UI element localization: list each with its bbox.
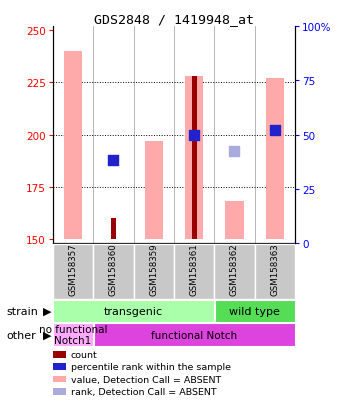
Text: ▶: ▶: [43, 330, 51, 340]
Text: value, Detection Call = ABSENT: value, Detection Call = ABSENT: [71, 375, 221, 384]
Bar: [192, 77, 196, 240]
Bar: [225, 202, 243, 240]
Bar: [185, 77, 203, 240]
Text: rank, Detection Call = ABSENT: rank, Detection Call = ABSENT: [71, 387, 217, 396]
Title: GDS2848 / 1419948_at: GDS2848 / 1419948_at: [94, 13, 254, 26]
Bar: [111, 218, 116, 240]
Bar: [134, 245, 174, 299]
Text: GSM158359: GSM158359: [149, 242, 158, 295]
Text: transgenic: transgenic: [104, 306, 163, 316]
Bar: [93, 245, 134, 299]
Bar: [94, 324, 295, 346]
Text: GSM158360: GSM158360: [109, 242, 118, 295]
Text: percentile rank within the sample: percentile rank within the sample: [71, 362, 231, 371]
Bar: [53, 324, 93, 346]
Point: [232, 149, 237, 155]
Bar: [53, 300, 214, 322]
Text: other: other: [7, 330, 36, 340]
Bar: [266, 79, 284, 240]
Text: no functional
Notch1: no functional Notch1: [39, 324, 107, 346]
Point: [110, 157, 116, 164]
Text: GSM158361: GSM158361: [190, 242, 198, 295]
Bar: [53, 245, 93, 299]
Text: ▶: ▶: [43, 306, 51, 316]
Bar: [215, 300, 295, 322]
Bar: [255, 245, 295, 299]
Text: wild type: wild type: [229, 306, 280, 316]
Point: [191, 132, 197, 139]
Point: [272, 128, 278, 134]
Bar: [64, 52, 82, 240]
Text: GSM158363: GSM158363: [270, 242, 279, 295]
Text: GSM158362: GSM158362: [230, 242, 239, 295]
Text: functional Notch: functional Notch: [151, 330, 237, 340]
Text: strain: strain: [7, 306, 39, 316]
Text: GSM158357: GSM158357: [69, 242, 77, 295]
Bar: [174, 245, 214, 299]
Bar: [214, 245, 255, 299]
Bar: [145, 142, 163, 240]
Text: count: count: [71, 350, 98, 359]
